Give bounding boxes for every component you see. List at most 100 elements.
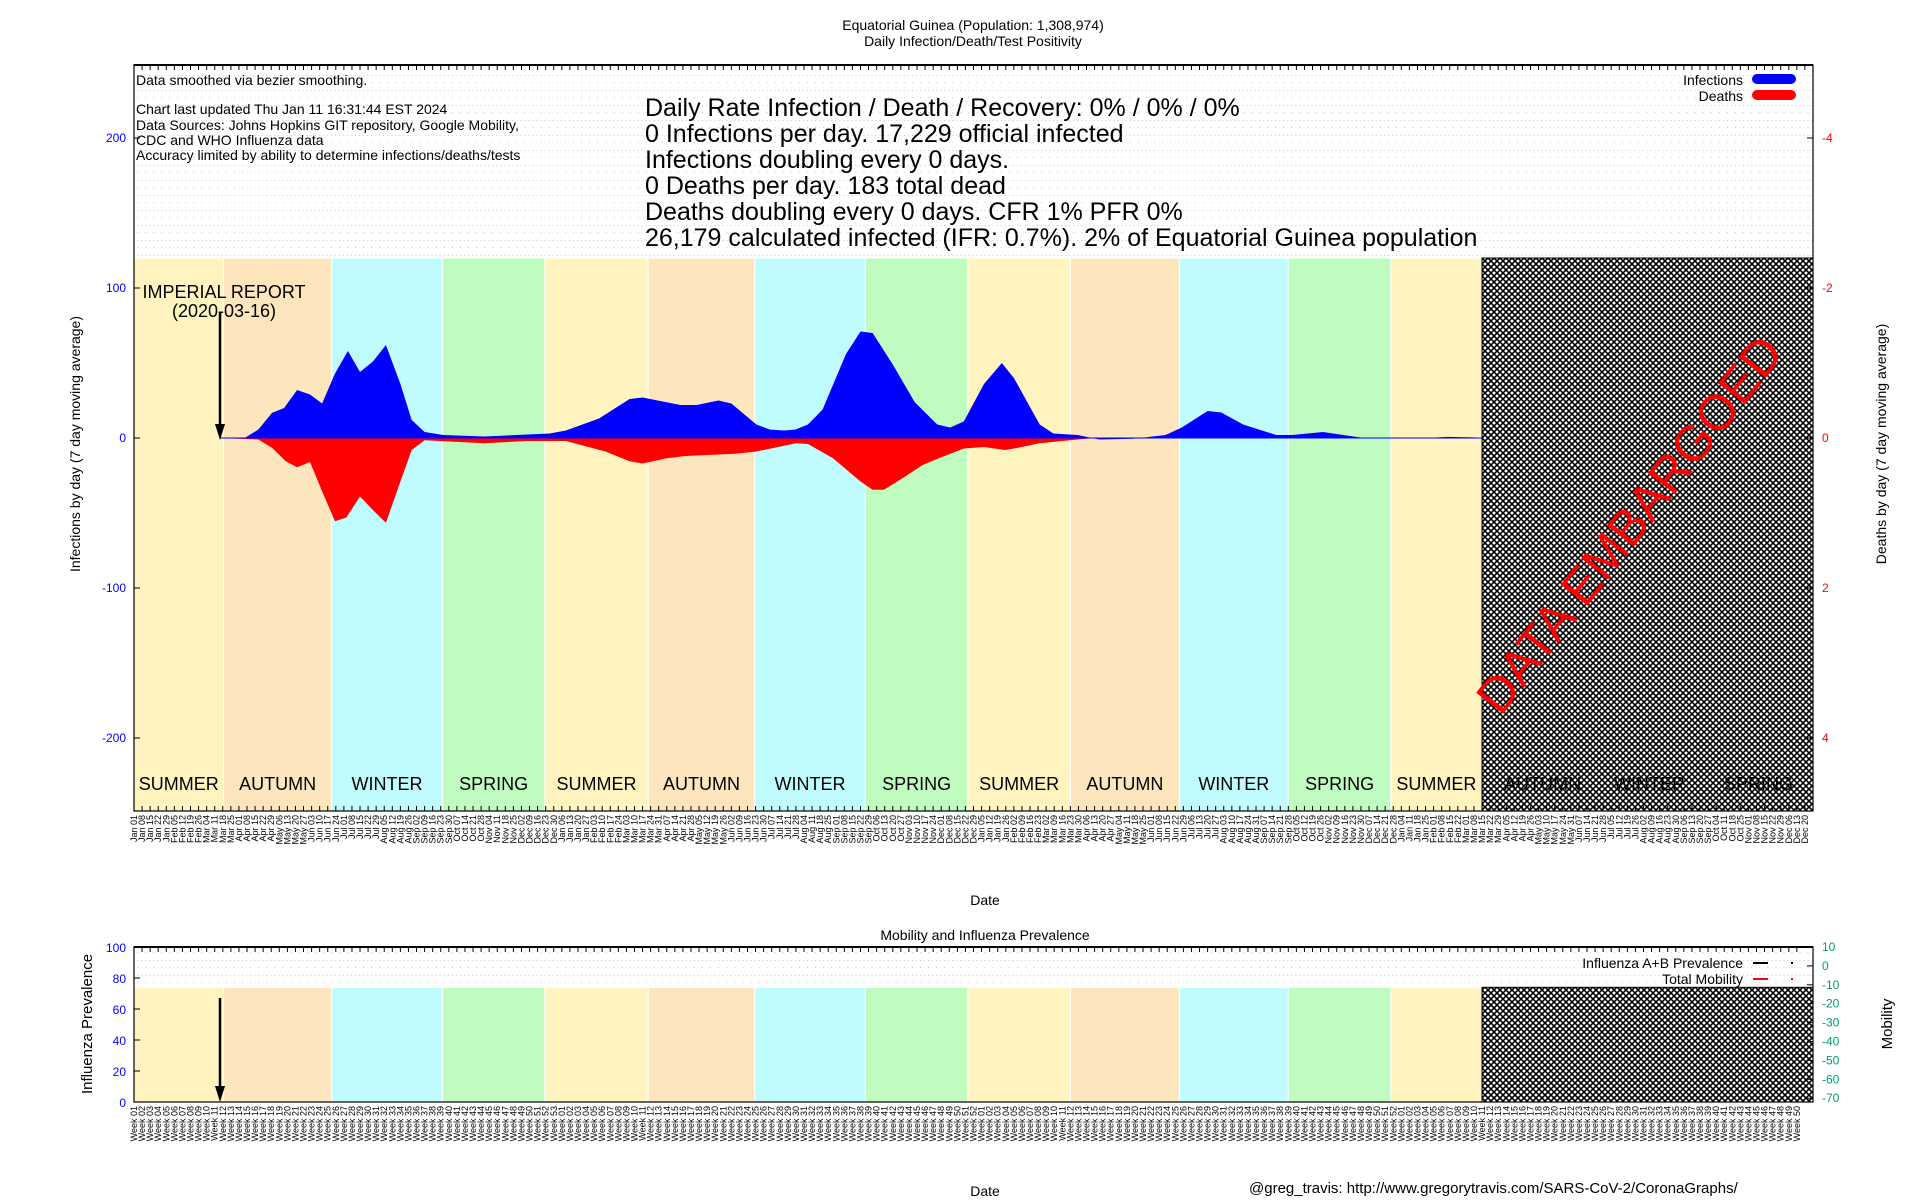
x-tick-label: Week 08 [186, 1106, 196, 1141]
x-tick-label: Week 36 [839, 1106, 849, 1141]
x-tick-label: Nov 15 [1760, 815, 1770, 844]
x-tick-label: Week 11 [1057, 1106, 1067, 1141]
season-band-spring [864, 257, 969, 812]
x-tick-label: Sep 09 [420, 815, 430, 844]
y2-tick-label: -4 [1822, 131, 1833, 145]
x-tick-label: Apr 19 [1517, 815, 1527, 842]
x-tick-label: Mar 03 [621, 815, 631, 843]
x-tick-label: Week 32 [1647, 1106, 1657, 1141]
x-tick-label: May 06 [274, 815, 284, 845]
x-tick-label: Week 25 [1170, 1106, 1180, 1141]
x-tick-label: Dec 22 [960, 815, 970, 844]
x-tick-label: Mar 16 [1057, 815, 1067, 843]
x-tick-label: Oct 13 [880, 815, 890, 842]
season-band-winter [331, 257, 443, 812]
x-tick-label: Week 40 [444, 1106, 454, 1141]
season-band-summer [544, 986, 649, 1103]
season-band-summer [967, 986, 1071, 1103]
x-tick-label: Aug 18 [815, 815, 825, 844]
x-tick-label: Week 33 [1235, 1106, 1245, 1141]
x-tick-label: Jun 07 [1574, 815, 1584, 842]
season-labels: SUMMER AUTUMN WINTER SPRING SUMMER AUTUMN WINT… [139, 774, 1793, 794]
x-tick-label: Apr 15 [250, 815, 260, 842]
y2-tick-label: -30 [1822, 1016, 1840, 1030]
x-tick-label: Week 27 [1606, 1106, 1616, 1141]
x-tick-label: Week 32 [807, 1106, 817, 1141]
x-tick-label: Week 30 [1630, 1106, 1640, 1141]
y-axis-right: -4 -2 0 2 4 [1807, 131, 1833, 745]
x-tick-label: Jan 13 [565, 815, 575, 842]
x-tick-label: Week 06 [1437, 1106, 1447, 1141]
x-tick-label: Week 39 [1703, 1106, 1713, 1141]
x-tick-label: Week 13 [654, 1106, 664, 1141]
x-tick-label: Week 31 [371, 1106, 381, 1141]
x-tick-label: Week 50 [1372, 1106, 1382, 1141]
x-tick-label: Week 43 [896, 1106, 906, 1141]
x-tick-label: Apr 20 [1098, 815, 1108, 842]
x-tick-label: Feb 17 [605, 815, 615, 843]
x-tick-label: Jun 09 [734, 815, 744, 842]
x-tick-label: Aug 17 [1235, 815, 1245, 844]
x-tick-label: Jun 16 [742, 815, 752, 842]
x-tick-label: Oct 12 [1299, 815, 1309, 842]
y2-tick-label: 2 [1822, 581, 1829, 595]
y2-tick-label: -60 [1822, 1072, 1840, 1086]
x-tick-label: Week 43 [468, 1106, 478, 1141]
x-tick-label: May 04 [1114, 815, 1124, 845]
x-tick-label: Week 02 [985, 1106, 995, 1141]
legend-deaths-label: Deaths [1699, 88, 1743, 104]
x-tick-label: Aug 03 [1219, 815, 1229, 844]
x-tick-label: Week 28 [1614, 1106, 1624, 1141]
x-tick-label: Week 26 [1598, 1106, 1608, 1141]
season-label: SUMMER [557, 774, 637, 794]
x-tick-label: Week 12 [1065, 1106, 1075, 1141]
x-tick-label: Week 15 [670, 1106, 680, 1141]
x-tick-label: Nov 09 [1332, 815, 1342, 844]
x-tick-label: Jul 15 [355, 815, 365, 839]
x-tick-label: Week 34 [1243, 1106, 1253, 1141]
x-tick-label: Aug 16 [1655, 815, 1665, 844]
x-tick-label: Jan 06 [557, 815, 567, 842]
x-tick-label: Week 42 [460, 1106, 470, 1141]
season-label: SUMMER [979, 774, 1059, 794]
x-tick-label: Week 47 [928, 1106, 938, 1141]
x-tick-label: Week 46 [492, 1106, 502, 1141]
x-tick-label: Jul 19 [1622, 815, 1632, 839]
x-tick-label: Apr 13 [1090, 815, 1100, 842]
x-tick-label: Jun 23 [751, 815, 761, 842]
x-tick-label: Nov 02 [1324, 815, 1334, 844]
x-tick-label: Oct 20 [888, 815, 898, 842]
x-tick-label: Apr 07 [662, 815, 672, 842]
annotation-line1: IMPERIAL REPORT [142, 282, 305, 302]
y-tick-label: 20 [113, 1065, 127, 1079]
x-tick-label: May 18 [1130, 815, 1140, 845]
x-tick-label: Jan 15 [145, 815, 155, 842]
x-tick-label: Week 53 [549, 1106, 559, 1141]
x-tick-label: Apr 22 [258, 815, 268, 842]
deaths-area [219, 438, 1095, 523]
x-tick-label: May 27 [299, 815, 309, 845]
x-tick-label: Week 19 [1122, 1106, 1132, 1141]
x-tick-label: Mar 17 [638, 815, 648, 843]
x-tick-label: Sep 06 [1679, 815, 1689, 844]
y-axis-title: Influenza Prevalence [79, 954, 96, 1094]
x-tick-label: Week 13 [226, 1106, 236, 1141]
x-tick-label: Nov 22 [1768, 815, 1778, 844]
x-tick-label: Week 02 [137, 1106, 147, 1141]
x-tick-label: Sep 14 [1267, 815, 1277, 844]
x-tick-label: Week 39 [1283, 1106, 1293, 1141]
x-tick-label: Week 07 [177, 1106, 187, 1141]
y-tick-label: -100 [102, 581, 126, 595]
season-band-winter [1178, 257, 1289, 812]
x-tick-label: Mar 01 [1461, 815, 1471, 843]
x-tick-label: Week 11 [1477, 1106, 1487, 1141]
x-tick-label: Week 12 [646, 1106, 656, 1141]
x-tick-label: Jun 08 [1154, 815, 1164, 842]
x-tick-label: Apr 29 [266, 815, 276, 842]
x-tick-label: Mar 11 [210, 815, 220, 842]
x-tick-label: Jan 25 [1421, 815, 1431, 842]
season-band-spring [441, 986, 546, 1103]
